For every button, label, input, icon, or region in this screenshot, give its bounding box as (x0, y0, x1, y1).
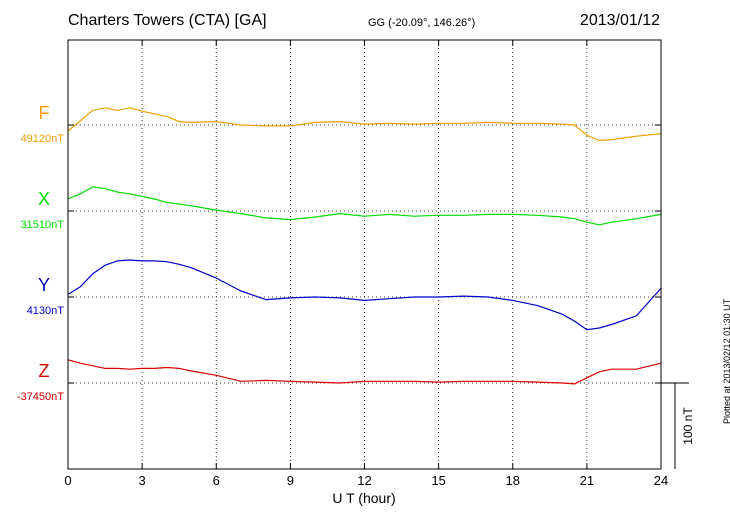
tick-layer (67, 40, 662, 469)
scale-bar: 100 nT (661, 382, 695, 469)
series-line-f (67, 107, 662, 142)
series-baseline-label-z: -37450nT (17, 391, 64, 403)
x-tick-label: 0 (64, 473, 71, 488)
station-coordinates: GG (-20.09°, 146.26°) (368, 17, 476, 29)
series-name-y: Y (38, 275, 50, 295)
series-baseline-label-y: 4130nT (27, 305, 65, 317)
x-axis-title: U T (hour) (332, 490, 395, 506)
x-tick-label: 21 (580, 473, 594, 488)
x-tick-label: 6 (213, 473, 220, 488)
x-tick-label: 3 (139, 473, 146, 488)
scale-bar-label: 100 nT (681, 407, 695, 445)
x-tick-label: 12 (357, 473, 371, 488)
series-layer (67, 107, 662, 385)
series-line-x (67, 186, 662, 226)
label-layer: 0 3 6 9 12 15 18 21 24 F 49120nT X 31510nT Y 4130nT Z -3… (17, 103, 668, 488)
chart-date: 2013/01/12 (579, 12, 660, 29)
series-name-x: X (38, 189, 50, 209)
station-title: Charters Towers (CTA) [GA] (68, 12, 267, 29)
series-line-y (67, 259, 662, 331)
series-name-f: F (39, 103, 50, 123)
x-tick-label: 18 (506, 473, 520, 488)
series-line-z (67, 359, 662, 385)
baseline-layer (68, 124, 661, 384)
x-tick-label: 9 (287, 473, 294, 488)
series-baseline-label-f: 49120nT (21, 133, 65, 145)
grid-layer (141, 40, 588, 469)
x-tick-label: 15 (431, 473, 445, 488)
x-tick-label: 24 (654, 473, 668, 488)
series-name-z: Z (39, 361, 50, 381)
series-baseline-label-x: 31510nT (21, 219, 65, 231)
plotted-timestamp: Plotted at 2013/02/12 01:30 UT (722, 298, 730, 424)
